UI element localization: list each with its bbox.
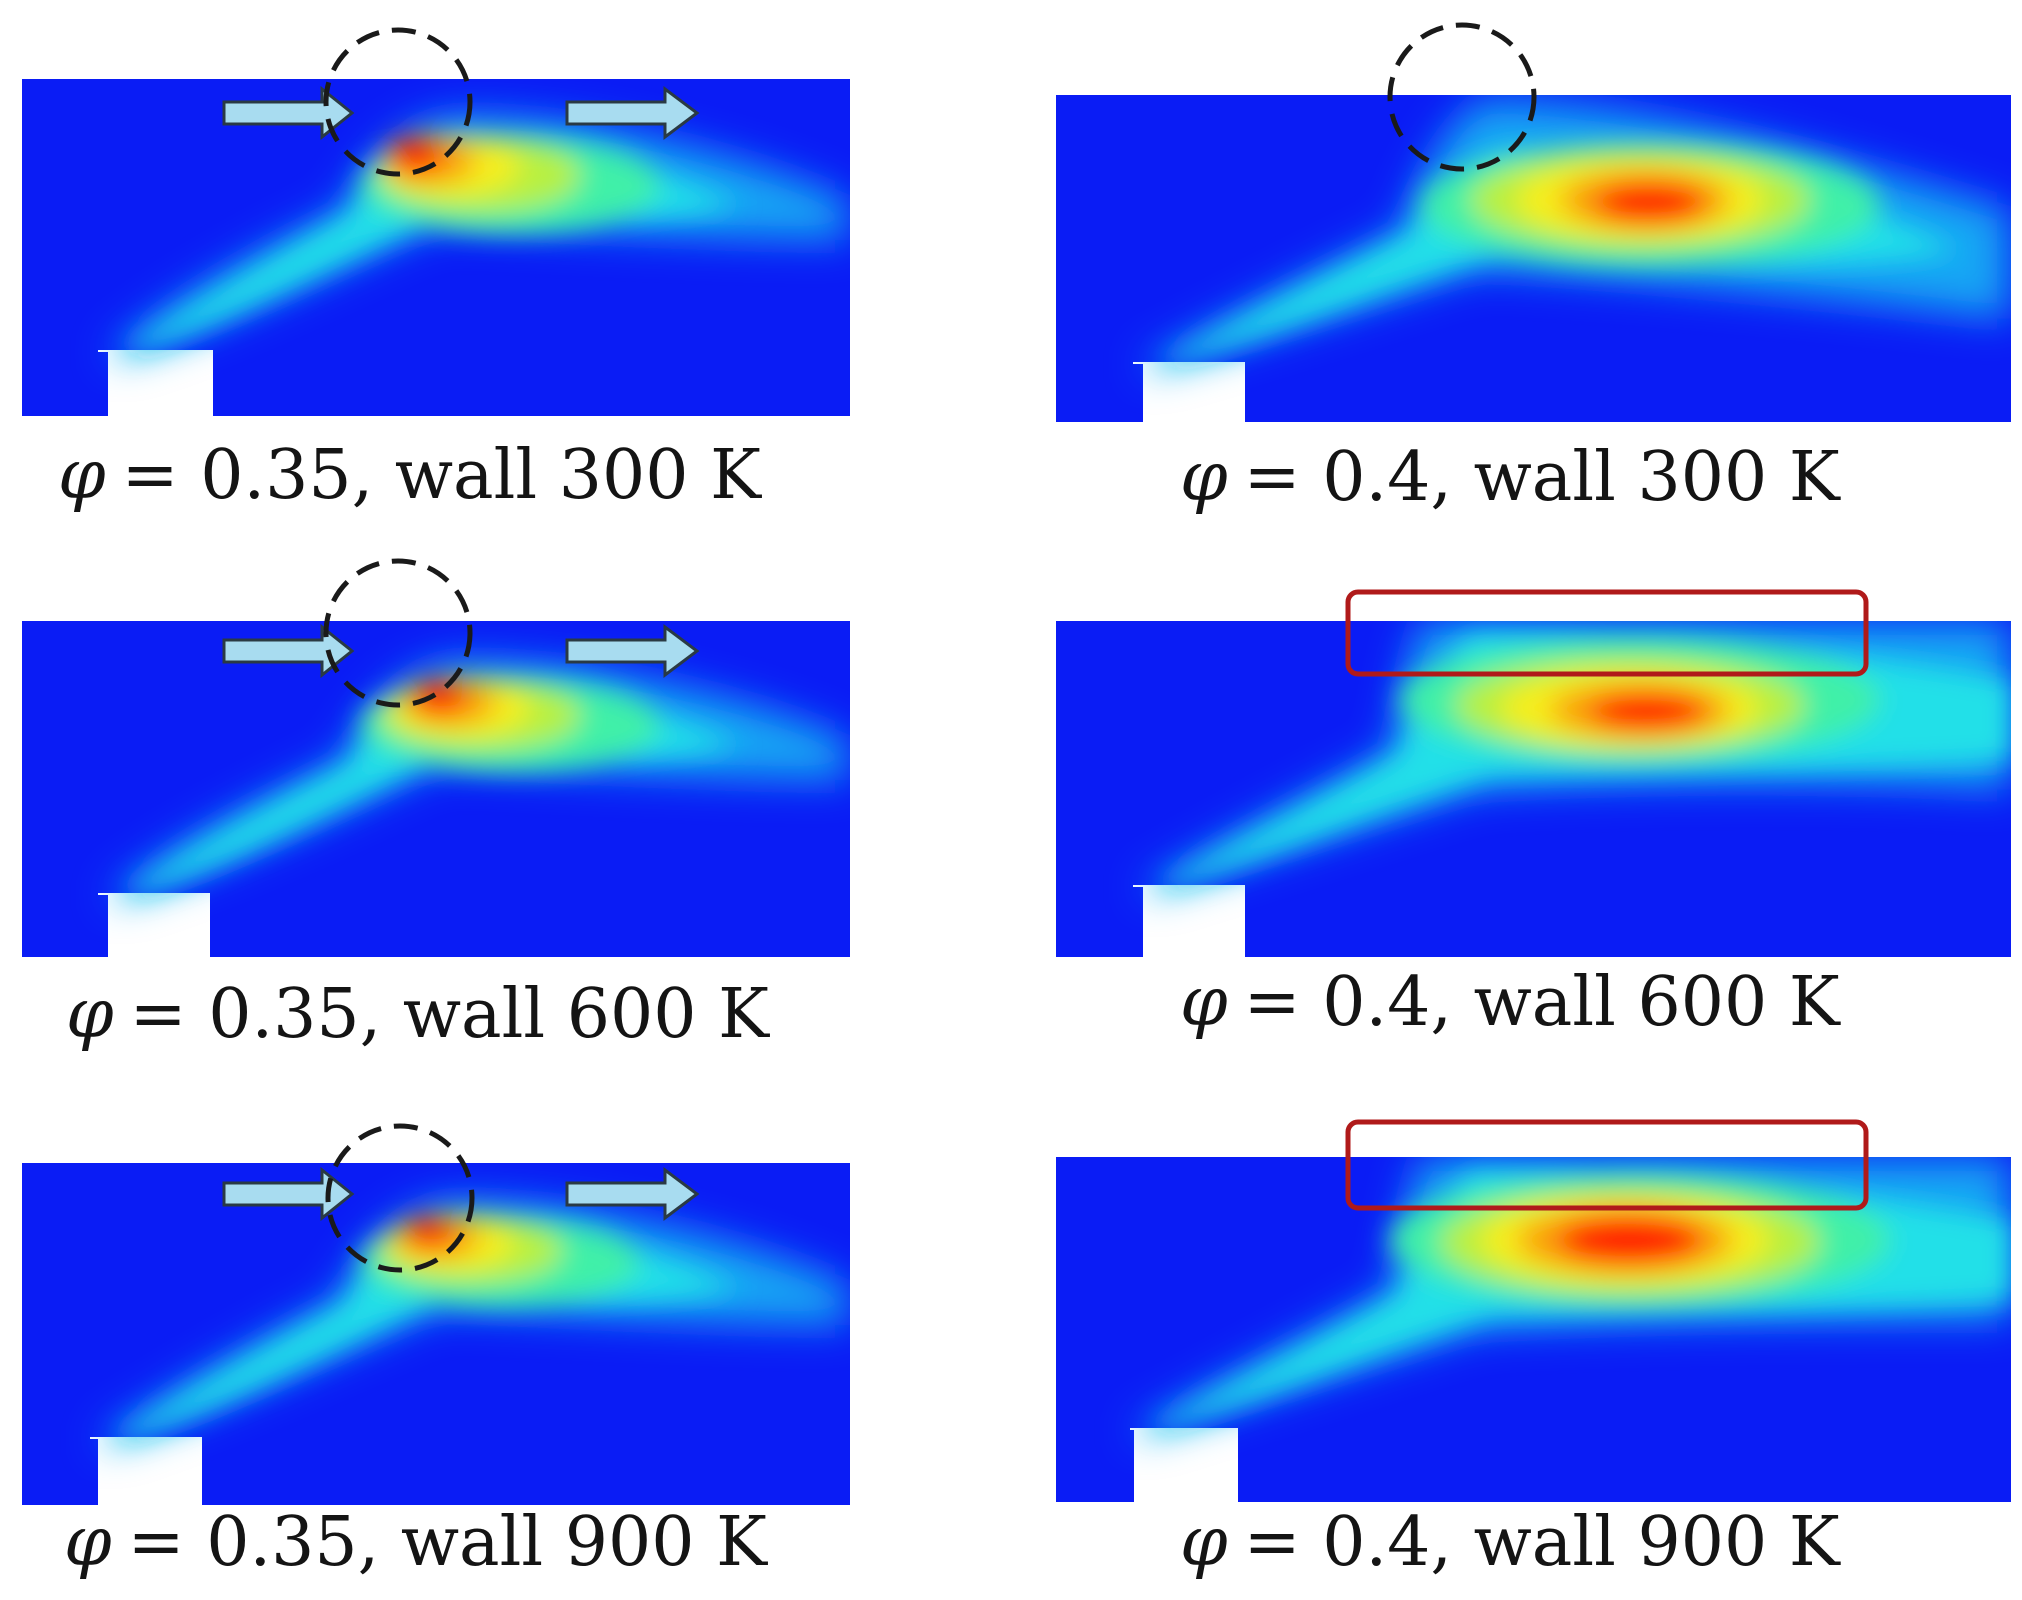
contour-field [1056,621,2011,957]
fuel-inlet [86,1439,98,1505]
fuel-inlet [1131,364,1143,422]
contour-field [1056,1157,2011,1502]
panel-phi035-wall600: φ = 0.35, wall 600 K [22,558,850,1054]
panel-caption: φ = 0.35, wall 300 K [58,436,762,515]
caption-text: = 0.35, wall 600 K [130,975,770,1054]
inlet-step [1133,362,1245,422]
inlet-step [90,1437,202,1505]
wall-region-marker [1345,589,1869,677]
caption-text: = 0.4, wall 300 K [1244,438,1841,517]
caption-text: = 0.35, wall 900 K [128,1503,768,1582]
flow-arrow-downstream [565,1167,700,1221]
phi-symbol: φ [1180,438,1228,517]
panel-phi040-wall300: φ = 0.4, wall 300 K [1056,22,2011,517]
jet-red-contour [1590,693,1706,731]
fuel-inlet [1131,887,1143,957]
flow-arrow-upstream [222,623,355,679]
panel-phi040-wall600: φ = 0.4, wall 600 K [1056,589,2011,1042]
contour-field [22,79,850,416]
jet-red-contour [1595,183,1705,223]
phi-symbol: φ [1180,963,1228,1042]
jet-red-contour [410,680,466,714]
phi-symbol: φ [64,1503,112,1582]
flow-arrow-downstream [565,86,700,140]
phi-symbol: φ [66,975,114,1054]
jet-red-contour [1558,1216,1702,1264]
flow-arrow-upstream [222,1166,355,1222]
panel-phi040-wall900: φ = 0.4, wall 900 K [1056,1119,2011,1582]
phi-symbol: φ [1180,1503,1228,1582]
panel-caption: φ = 0.35, wall 900 K [64,1503,768,1582]
recirculation-marker [323,558,473,708]
contour-field [22,1163,850,1505]
wall-region-marker [1345,1119,1869,1211]
panel-caption: φ = 0.4, wall 900 K [1180,1503,1841,1582]
panel-phi035-wall300: φ = 0.35, wall 300 K [22,27,850,515]
panel-phi035-wall900: φ = 0.35, wall 900 K [22,1123,850,1582]
fuel-inlet [1122,1430,1134,1502]
recirculation-marker [325,1123,475,1273]
panel-caption: φ = 0.35, wall 600 K [66,975,770,1054]
panel-caption: φ = 0.4, wall 600 K [1180,963,1841,1042]
recirculation-marker [323,27,473,177]
jet-red-contour [387,137,443,173]
inlet-step [98,350,213,416]
inlet-step [1130,1428,1238,1502]
fuel-inlet [96,895,108,957]
recirculation-marker [1387,22,1537,172]
panel-caption: φ = 0.4, wall 300 K [1180,438,1841,517]
flow-arrow-downstream [565,624,700,678]
flow-arrow-upstream [222,85,355,141]
contour-field [22,621,850,957]
fuel-inlet [96,352,108,416]
caption-text: = 0.4, wall 900 K [1244,1503,1841,1582]
caption-text: = 0.4, wall 600 K [1244,963,1841,1042]
phi-symbol: φ [58,436,106,515]
contour-field [1056,95,2011,422]
inlet-step [98,893,210,957]
inlet-step [1133,885,1245,957]
jet-red-contour [402,1217,454,1247]
caption-text: = 0.35, wall 300 K [122,436,762,515]
